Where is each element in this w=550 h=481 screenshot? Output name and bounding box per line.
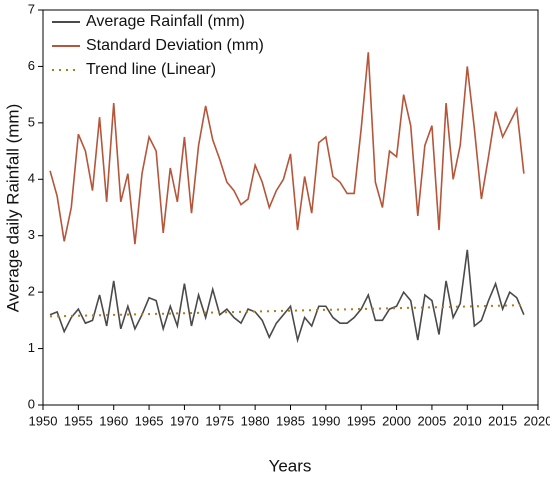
y-tick-label: 1 xyxy=(28,340,35,355)
x-tick-label: 1970 xyxy=(170,413,199,428)
series-line xyxy=(49,249,525,344)
y-tick-label: 0 xyxy=(28,396,35,411)
x-tick-label: 1975 xyxy=(205,413,234,428)
x-tick-label: 2010 xyxy=(453,413,482,428)
series-line xyxy=(49,52,525,245)
y-tick-label: 4 xyxy=(28,171,35,186)
legend-label: Standard Deviation (mm) xyxy=(86,37,264,54)
x-tick-label: 2015 xyxy=(488,413,517,428)
x-tick-label: 1965 xyxy=(135,413,164,428)
x-tick-label: 1960 xyxy=(99,413,128,428)
legend: Average Rainfall (mm) Standard Deviation … xyxy=(52,13,264,78)
y-tick-label: 3 xyxy=(28,227,35,242)
x-tick-label: 1995 xyxy=(347,413,376,428)
x-tick-label: 1985 xyxy=(276,413,305,428)
y-tick-label: 6 xyxy=(28,58,35,73)
x-tick-label: 1950 xyxy=(29,413,58,428)
legend-label: Trend line (Linear) xyxy=(86,61,216,78)
legend-label: Average Rainfall (mm) xyxy=(86,13,245,30)
y-tick-label: 7 xyxy=(28,1,35,16)
x-tick-label: 1955 xyxy=(64,413,93,428)
x-tick-label: 2000 xyxy=(382,413,411,428)
x-tick-label: 1990 xyxy=(311,413,340,428)
series-line xyxy=(50,304,524,318)
x-tick-label: 2005 xyxy=(417,413,446,428)
x-axis-title: Years xyxy=(269,456,312,475)
y-axis-title: Average daily Rainfall (mm) xyxy=(3,104,22,312)
x-tick-label: 1980 xyxy=(241,413,270,428)
y-tick-label: 2 xyxy=(28,284,35,299)
x-tick-label: 2020 xyxy=(524,413,550,428)
y-tick-label: 5 xyxy=(28,114,35,129)
